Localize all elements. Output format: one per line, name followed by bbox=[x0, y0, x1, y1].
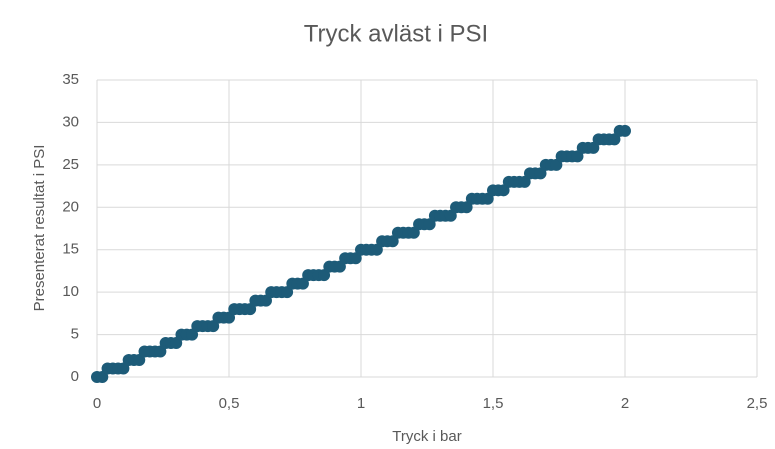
y-axis-label: Presenterat resultat i PSI bbox=[31, 145, 48, 312]
y-tick-label: 0 bbox=[71, 368, 79, 385]
x-axis-label: Tryck i bar bbox=[392, 428, 461, 445]
y-tick-label: 25 bbox=[62, 156, 79, 173]
y-tick-label: 30 bbox=[62, 113, 79, 130]
point bbox=[619, 124, 631, 137]
x-tick-label: 0 bbox=[93, 395, 101, 412]
x-tick-label: 1 bbox=[357, 395, 365, 412]
y-tick-label: 20 bbox=[62, 198, 79, 215]
x-tick-label: 1,5 bbox=[483, 395, 504, 412]
y-tick-label: 15 bbox=[62, 241, 79, 258]
chart-title: Tryck avläst i PSI bbox=[304, 20, 488, 47]
x-tick-label: 2 bbox=[621, 395, 629, 412]
x-tick-label: 0,5 bbox=[219, 395, 240, 412]
y-tick-label: 5 bbox=[71, 326, 79, 343]
y-tick-label: 35 bbox=[62, 71, 79, 88]
y-tick-label: 10 bbox=[62, 283, 79, 300]
x-tick-label: 2,5 bbox=[747, 395, 768, 412]
